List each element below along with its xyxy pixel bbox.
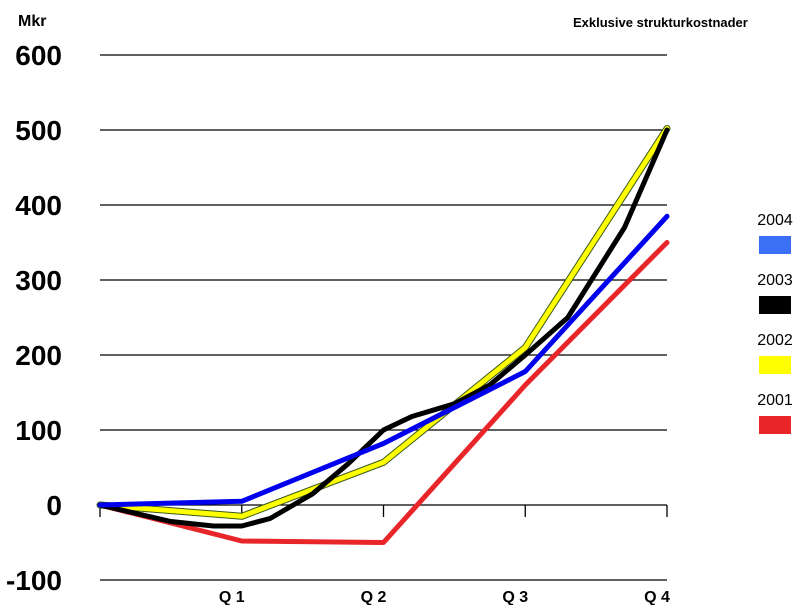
y-unit-label: Mkr xyxy=(18,13,46,30)
y-tick-label: 300 xyxy=(15,265,62,296)
x-tick-label: Q 1 xyxy=(219,589,245,605)
legend-label-2003: 2003 xyxy=(757,272,793,289)
legend-swatch-2002 xyxy=(759,356,791,374)
x-tick-labels: Q 1 Q 2 Q 3 Q 4 xyxy=(219,589,670,605)
legend-label-2002: 2002 xyxy=(757,332,793,349)
series-line-2001 xyxy=(97,240,670,545)
y-tick-label: 400 xyxy=(15,190,62,221)
series-line-2004 xyxy=(97,213,670,508)
series-line-2002 xyxy=(97,126,670,519)
y-tick-labels: 600 500 400 300 200 100 0 -100 xyxy=(6,40,62,596)
chart-subtitle: Exklusive strukturkostnader xyxy=(573,15,748,30)
series-line-2003 xyxy=(97,127,670,529)
series-lines xyxy=(96,125,671,545)
y-tick-label: 0 xyxy=(46,490,62,521)
y-tick-label: 100 xyxy=(15,415,62,446)
y-tick-label: 600 xyxy=(15,40,62,71)
series-line-2002-outline xyxy=(96,125,671,520)
y-tick-label: 200 xyxy=(15,340,62,371)
legend-label-2004: 2004 xyxy=(757,212,793,229)
x-tick-label: Q 3 xyxy=(502,589,528,605)
legend-swatch-2001 xyxy=(759,416,791,434)
legend-label-2001: 2001 xyxy=(757,392,793,409)
x-tick-label: Q 4 xyxy=(644,589,670,605)
y-tick-label: -100 xyxy=(6,565,62,596)
legend: 2004 2003 2002 2001 xyxy=(757,212,793,434)
x-tick-label: Q 2 xyxy=(361,589,387,605)
y-tick-label: 500 xyxy=(15,115,62,146)
legend-swatch-2003 xyxy=(759,296,791,314)
legend-swatch-2004 xyxy=(759,236,791,254)
